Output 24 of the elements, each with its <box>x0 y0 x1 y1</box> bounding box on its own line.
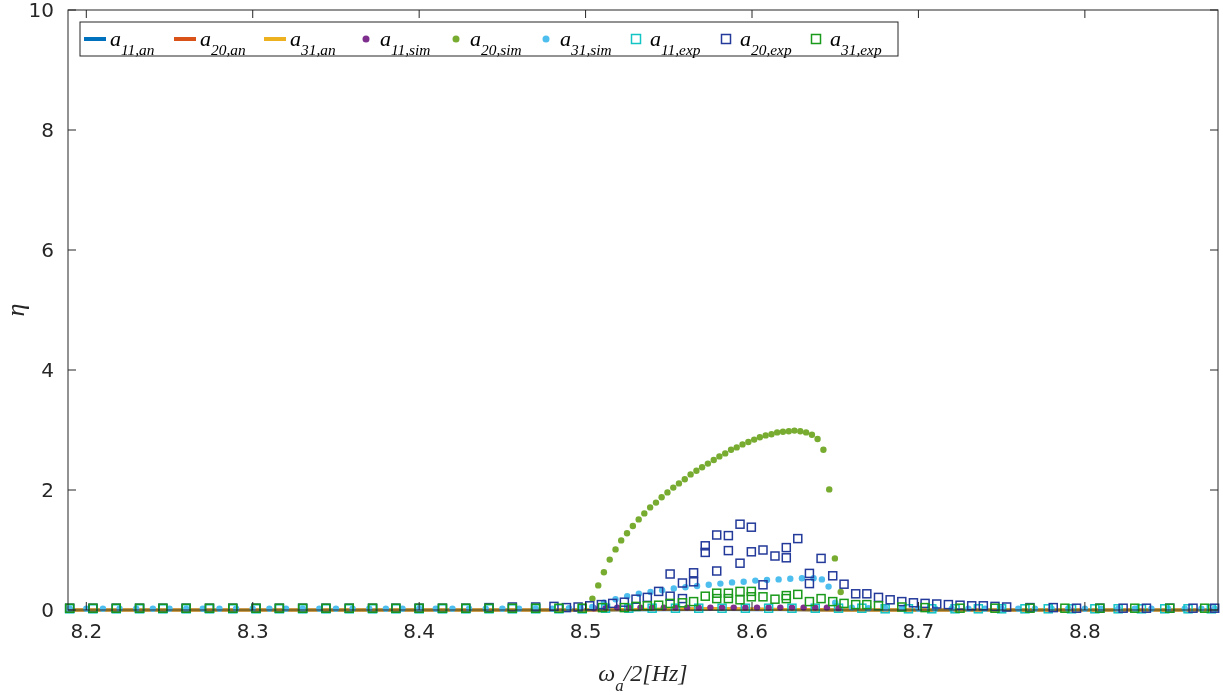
x-tick-label: 8.7 <box>902 619 935 643</box>
y-tick-label: 10 <box>28 0 54 22</box>
x-tick-label: 8.6 <box>736 619 768 643</box>
y-tick-label: 0 <box>41 598 54 622</box>
y-tick-label: 2 <box>41 478 54 502</box>
legend-label: a$_{31,exp}$ <box>830 26 882 58</box>
y-axis-title: η <box>1 303 30 317</box>
legend-label: a$_{31,sim}$ <box>560 26 612 58</box>
x-tick-label: 8.3 <box>236 619 269 643</box>
legend-label: a$_{20,sim}$ <box>470 26 522 58</box>
x-tick-label: 8.5 <box>569 619 602 643</box>
x-axis-title: ω$_{a}$/2[Hz] <box>598 660 688 695</box>
legend-label: a$_{11,exp}$ <box>650 26 701 58</box>
y-tick-label: 6 <box>41 238 54 262</box>
x-tick-label: 8.4 <box>403 619 436 643</box>
legend-label: a$_{11,sim}$ <box>380 26 431 58</box>
y-tick-label: 4 <box>41 358 54 382</box>
x-tick-label: 8.2 <box>70 619 103 643</box>
legend-label: a$_{20,an}$ <box>200 26 246 58</box>
legend-label: a$_{11,an}$ <box>110 26 155 58</box>
legend-label: a$_{20,exp}$ <box>740 26 792 58</box>
legend-label: a$_{31,an}$ <box>290 26 336 58</box>
x-tick-label: 8.8 <box>1068 619 1101 643</box>
y-tick-label: 8 <box>41 118 54 142</box>
